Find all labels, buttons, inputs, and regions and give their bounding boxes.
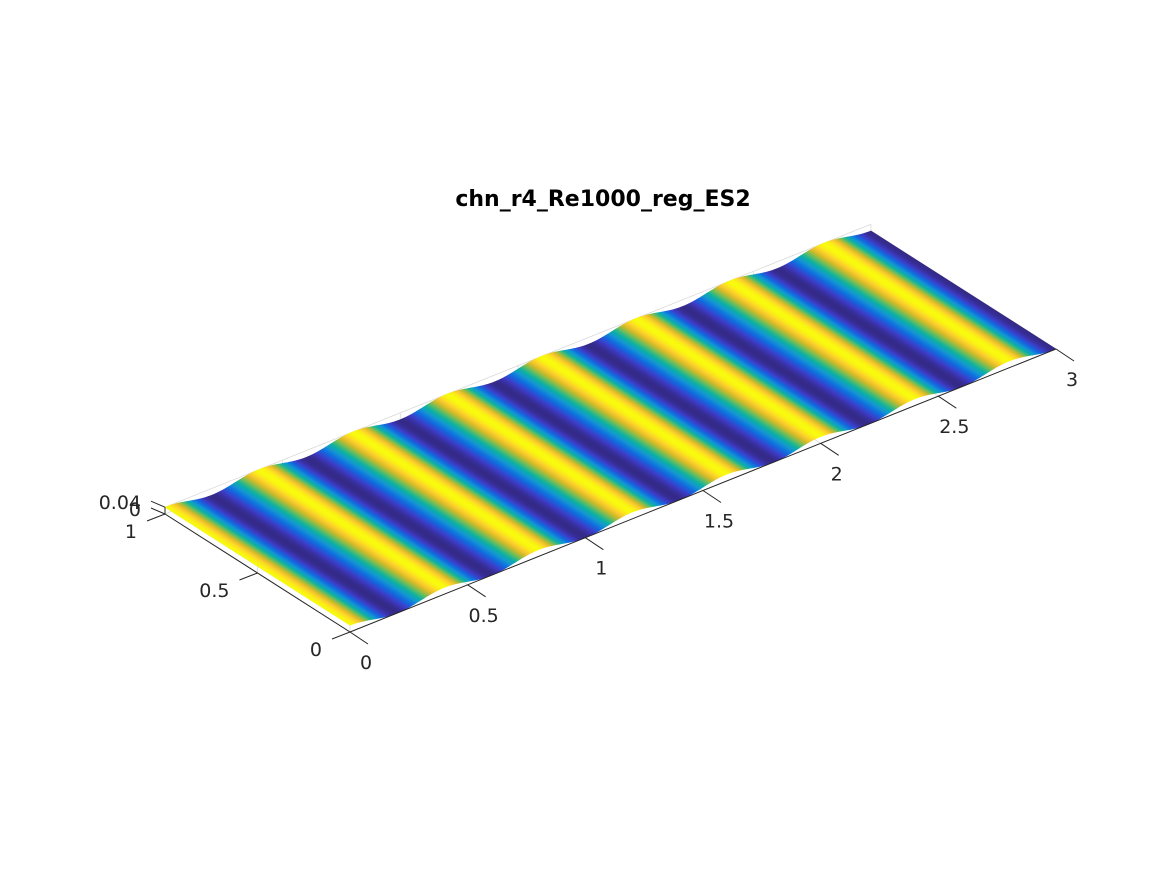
x-tick-label: 0 [360,652,372,674]
x-tick-mark [702,490,722,503]
x-tick-label: 2.5 [939,416,969,438]
x-tick-mark [349,631,369,645]
surface-plot [164,230,1057,626]
x-tick-mark [585,537,604,551]
x-tick-mark [1055,348,1075,362]
chart-title: chn_r4_Re1000_reg_ES2 [455,187,750,212]
x-tick-label: 1 [595,558,607,580]
x-tick-label: 2 [831,463,843,485]
z-tick-label: 0 [129,499,141,521]
x-tick-mark [820,442,839,456]
x-tick-mark [938,395,957,409]
grid-line-z-back-1 [164,223,872,508]
z-tick-label: 0.04 [99,492,141,514]
y-tick-mark [331,631,351,640]
y-tick-label: 0 [310,639,322,661]
z-tick-mark [150,507,166,515]
x-tick-mark [467,584,486,598]
x-tick-label: 3 [1066,369,1078,391]
x-tick-label: 0.5 [469,605,499,627]
y-tick-mark [146,513,166,522]
y-tick-label: 1 [125,521,137,543]
z-tick-mark [150,500,166,508]
axes [146,348,1075,645]
x-tick-label: 1.5 [704,511,734,533]
y-tick-label: 0.5 [199,580,229,602]
y-tick-mark [239,572,258,581]
